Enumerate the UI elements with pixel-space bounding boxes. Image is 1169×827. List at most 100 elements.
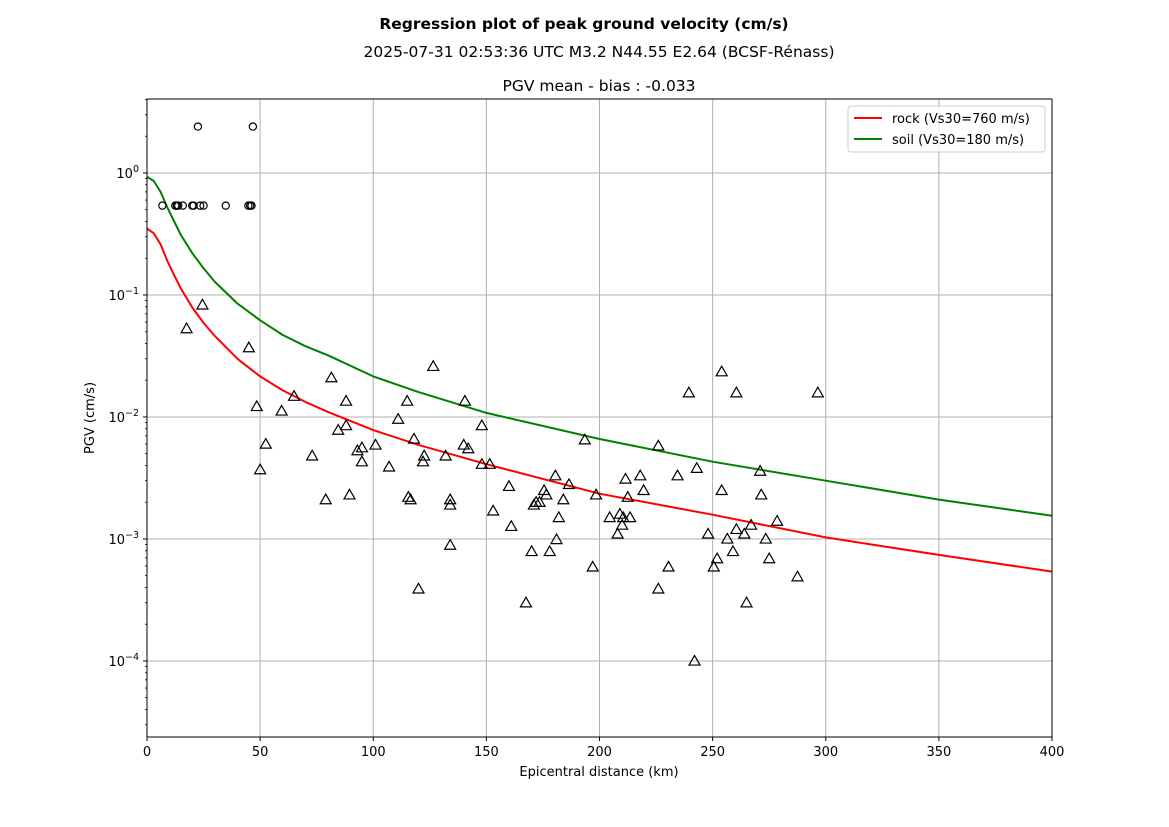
triangle-marker — [552, 510, 566, 523]
x-tick-label: 0 — [143, 745, 151, 760]
y-tick-label: 100 — [116, 164, 139, 182]
triangle-marker — [549, 532, 564, 545]
circle-marker — [248, 122, 258, 131]
rock-regression-line — [146, 227, 1053, 573]
x-tick-label: 350 — [926, 745, 951, 760]
triangle-marker — [687, 654, 702, 666]
chart-subtitle: 2025-07-31 02:53:36 UTC M3.2 N44.55 E2.6… — [364, 43, 835, 61]
triangle-marker — [504, 519, 518, 532]
circle-marker — [178, 201, 187, 210]
triangle-marker — [368, 438, 383, 450]
triangle-marker — [242, 340, 256, 353]
circle-marker — [158, 201, 167, 210]
triangle-marker — [715, 364, 729, 377]
triangle-marker — [287, 389, 301, 401]
y-axis-label: PGV (cm/s) — [83, 382, 98, 454]
triangle-marker — [319, 492, 333, 505]
triangle-marker — [754, 488, 768, 500]
triangle-marker — [637, 483, 651, 496]
legend-soil-label: soil (Vs30=180 m/s) — [892, 133, 1024, 148]
triangle-marker — [355, 454, 369, 467]
triangle-marker — [439, 449, 453, 461]
triangle-marker — [651, 582, 665, 594]
triangle-marker — [527, 498, 541, 510]
triangle-marker — [195, 298, 209, 310]
triangle-marker — [740, 596, 754, 608]
triangle-marker — [401, 490, 415, 502]
triangle-marker — [548, 468, 562, 481]
triangle-marker — [578, 433, 592, 445]
legend-box — [847, 105, 1046, 153]
triangle-marker — [404, 492, 418, 505]
triangle-marker — [342, 488, 357, 500]
triangle-marker — [762, 551, 776, 564]
triangle-marker — [250, 399, 264, 412]
triangle-marker — [611, 527, 625, 539]
triangle-marker — [382, 460, 396, 472]
triangle-marker — [339, 418, 353, 431]
triangle-marker — [701, 527, 715, 539]
circle-marker — [195, 201, 205, 210]
y-tick-label: 10−2 — [108, 408, 139, 426]
triangle-marker — [690, 461, 704, 473]
circle-marker — [247, 201, 256, 210]
x-tick-label: 200 — [587, 745, 612, 760]
triangle-marker — [275, 404, 289, 416]
triangle-marker — [483, 457, 497, 469]
triangle-marker — [417, 449, 431, 461]
triangle-marker — [475, 418, 489, 431]
triangle-marker — [461, 441, 475, 454]
triangle-marker — [443, 498, 457, 510]
y-axis-ticks: 100 10−1 10−2 10−3 10−4 — [108, 99, 147, 726]
triangle-marker — [562, 477, 576, 490]
triangle-marker — [391, 412, 405, 424]
triangle-marker — [729, 386, 743, 398]
triangle-marker — [458, 394, 472, 406]
triangle-marker — [621, 490, 635, 502]
triangle-marker — [411, 582, 426, 594]
triangle-marker — [753, 464, 767, 476]
circle-marker — [174, 201, 183, 210]
triangle-marker — [616, 510, 630, 523]
triangle-marker — [729, 522, 743, 535]
chart-title: Regression plot of peak ground velocity … — [379, 15, 788, 33]
legend: rock (Vs30=760 m/s) soil (Vs30=180 m/s) — [847, 105, 1046, 153]
triangle-marker — [324, 370, 338, 383]
circle-marker — [193, 122, 203, 131]
triangle-marker — [525, 544, 539, 557]
triangle-marker — [350, 443, 364, 456]
axes-title: PGV mean - bias : -0.033 — [502, 77, 695, 95]
triangle-marker — [726, 544, 740, 557]
triangle-marker — [339, 394, 353, 406]
triangle-marker — [416, 454, 430, 467]
triangle-marker — [407, 432, 421, 444]
triangle-marker — [253, 462, 267, 475]
triangle-marker — [589, 488, 603, 500]
triangle-marker — [400, 394, 414, 406]
triangle-marker — [661, 560, 676, 572]
circle-marker — [199, 201, 208, 210]
triangle-marker — [539, 488, 553, 500]
triangle-marker — [633, 468, 647, 481]
x-tick-label: 150 — [474, 745, 499, 760]
triangle-marker — [533, 495, 547, 507]
x-axis-label: Epicentral distance (km) — [519, 765, 678, 780]
triangle-marker — [556, 492, 570, 505]
triangle-marker — [811, 386, 825, 398]
scatter-markers — [158, 122, 825, 666]
triangle-marker — [618, 472, 633, 484]
triangle-marker — [615, 518, 629, 530]
triangle-marker — [603, 510, 617, 523]
x-tick-label: 50 — [252, 745, 269, 760]
x-axis-ticks: 0 50 100 150 200 250 300 350 400 — [143, 737, 1064, 760]
triangle-marker — [519, 596, 533, 608]
x-tick-label: 100 — [361, 745, 386, 760]
triangle-marker — [737, 527, 751, 539]
triangle-marker — [543, 544, 557, 557]
triangle-marker — [707, 560, 721, 572]
triangle-marker — [671, 468, 685, 481]
y-tick-label: 10−4 — [108, 652, 139, 670]
triangle-marker — [623, 510, 637, 523]
x-tick-label: 250 — [700, 745, 725, 760]
